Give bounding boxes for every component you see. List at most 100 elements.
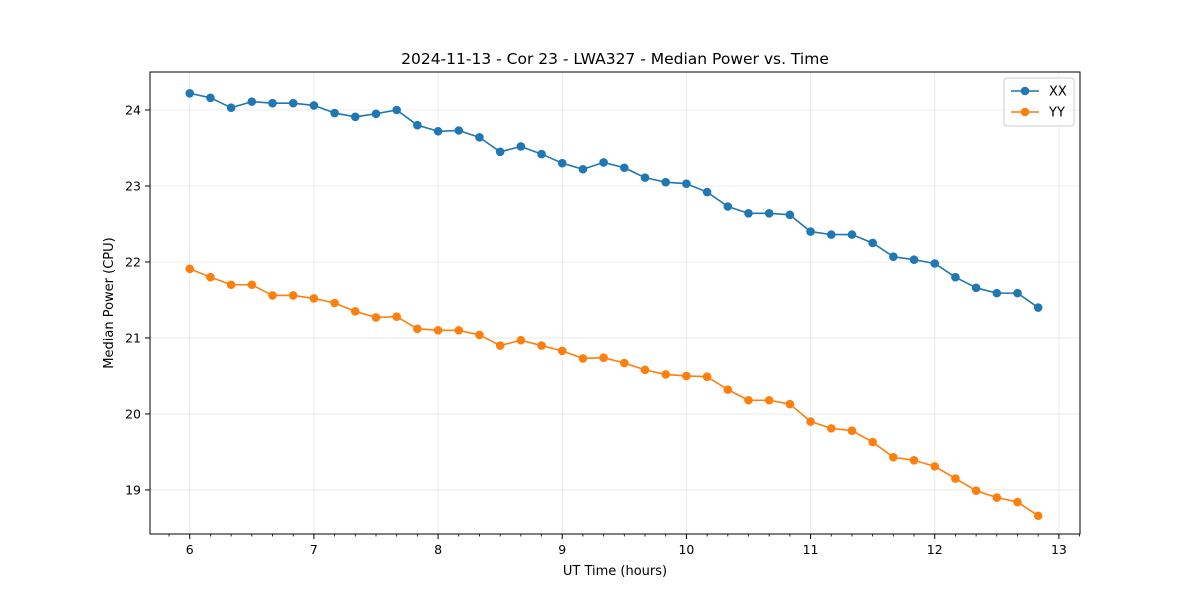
x-tick-label: 12 (927, 542, 943, 557)
x-tick-label: 6 (186, 542, 194, 557)
data-point-xx (226, 103, 236, 113)
data-point-xx (599, 158, 608, 167)
x-tick-label: 8 (434, 542, 442, 557)
data-point-yy (247, 280, 257, 290)
data-point-yy (226, 280, 236, 290)
data-point-yy (971, 486, 981, 495)
y-tick-label: 22 (125, 254, 141, 269)
data-point-xx (785, 210, 795, 220)
data-point-xx (578, 164, 588, 174)
legend-marker-xx (1020, 86, 1030, 96)
data-point-xx (826, 230, 836, 239)
axis-ticks: 6 7 8 9 10 11 12 13 19 20 21 22 23 24 (125, 102, 1080, 557)
data-point-xx (971, 283, 981, 293)
data-point-xx (682, 179, 691, 188)
data-point-xx (247, 97, 257, 106)
data-point-xx (288, 98, 298, 108)
data-point-xx (350, 112, 360, 122)
data-point-xx (516, 142, 526, 151)
data-point-yy (640, 365, 650, 375)
data-point-yy (206, 272, 215, 282)
y-axis-label: Median Power (CPU) (102, 237, 117, 368)
data-point-yy (620, 358, 629, 368)
grid (150, 72, 1080, 534)
data-point-yy (682, 371, 691, 381)
data-point-xx (433, 126, 443, 136)
y-tick-label: 19 (125, 482, 141, 497)
data-point-xx (206, 93, 215, 103)
data-point-yy (661, 370, 670, 379)
data-point-yy (599, 353, 608, 363)
data-point-xx (723, 202, 733, 211)
data-point-yy (847, 426, 857, 435)
data-point-yy (723, 385, 733, 394)
chart-title: 2024-11-13 - Cor 23 - LWA327 - Median Po… (401, 50, 829, 68)
data-point-xx (371, 109, 381, 119)
data-point-yy (1033, 511, 1043, 521)
data-point-xx (640, 173, 650, 182)
data-point-yy (495, 341, 505, 350)
data-point-yy (702, 372, 712, 382)
data-point-yy (930, 462, 940, 471)
data-point-xx (930, 259, 940, 268)
data-point-yy (475, 330, 484, 340)
data-point-yy (288, 291, 298, 300)
data-point-yy (413, 324, 422, 334)
data-point-yy (992, 493, 1002, 502)
y-tick-label: 24 (125, 102, 141, 117)
data-point-xx (1033, 303, 1043, 312)
y-tick-label: 21 (125, 330, 141, 345)
data-point-xx (806, 227, 815, 236)
legend-marker-yy (1020, 107, 1030, 117)
data-point-xx (889, 252, 898, 261)
data-point-yy (744, 395, 753, 405)
data-point-xx (495, 147, 505, 157)
data-point-yy (537, 341, 546, 350)
data-point-xx (702, 187, 712, 197)
legend-label-xx: XX (1049, 85, 1067, 100)
data-point-yy (889, 452, 898, 462)
data-point-xx (620, 163, 629, 173)
data-point-yy (909, 455, 919, 465)
data-point-yy (392, 312, 401, 321)
data-point-yy (1013, 497, 1022, 507)
data-point-xx (330, 108, 339, 118)
data-point-xx (992, 288, 1002, 298)
data-point-xx (537, 149, 546, 159)
data-point-yy (371, 313, 381, 322)
data-point-xx (764, 209, 774, 218)
x-tick-label: 9 (558, 542, 566, 557)
data-point-yy (806, 417, 815, 426)
data-point-xx (309, 101, 319, 110)
data-point-xx (1013, 288, 1022, 298)
data-point-yy (764, 395, 774, 405)
legend-label-yy: YY (1048, 106, 1065, 121)
x-tick-label: 10 (678, 542, 694, 557)
data-point-yy (826, 424, 836, 433)
data-point-yy (868, 437, 877, 447)
plot-frame (149, 71, 1081, 535)
data-point-yy (309, 294, 319, 303)
x-tick-label: 13 (1051, 542, 1067, 557)
data-point-yy (578, 354, 588, 363)
data-point-xx (661, 177, 670, 187)
data-point-yy (951, 474, 960, 483)
data-point-yy (330, 298, 339, 308)
data-point-xx (909, 255, 919, 264)
data-point-xx (268, 98, 277, 108)
y-tick-label: 20 (125, 406, 141, 421)
data-point-yy (185, 264, 195, 274)
data-point-xx (185, 88, 195, 98)
data-point-yy (516, 335, 526, 345)
data-point-xx (475, 133, 484, 142)
data-point-yy (454, 326, 464, 335)
x-tick-label: 7 (310, 542, 318, 557)
data-point-xx (868, 238, 877, 248)
data-point-yy (268, 291, 277, 300)
series-layer (185, 88, 1043, 521)
data-point-xx (454, 126, 464, 135)
y-tick-label: 23 (125, 178, 141, 193)
data-point-xx (392, 105, 401, 115)
data-point-xx (744, 209, 753, 218)
